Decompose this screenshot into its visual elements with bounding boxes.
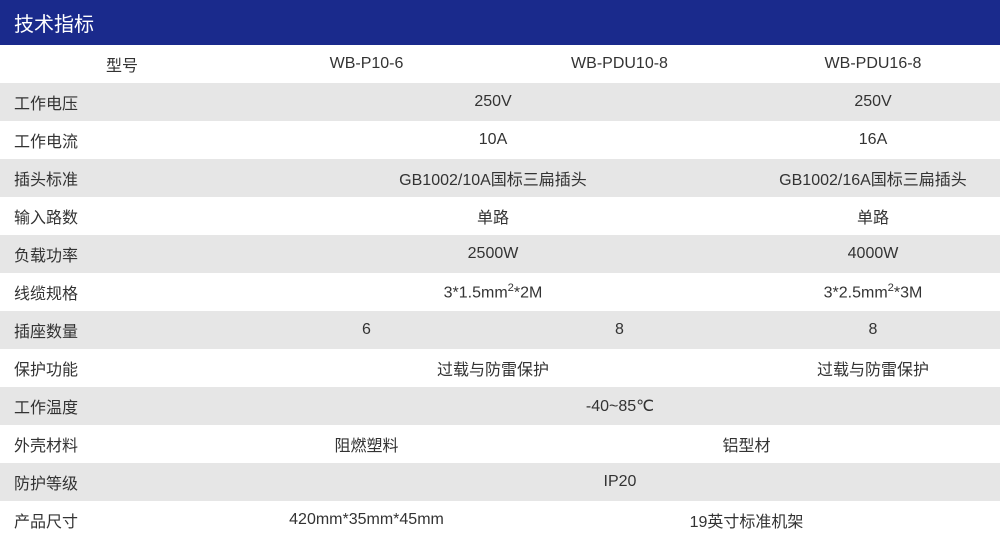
table-row: 负载功率2500W4000W [0,235,1000,273]
model-row: 型号WB-P10-6WB-PDU10-8WB-PDU16-8 [0,45,1000,83]
table-row: 线缆规格3*1.5mm2*2M3*2.5mm2*3M [0,273,1000,311]
cell: 10A [240,121,746,159]
cell: 过载与防雷保护 [746,349,1000,387]
cell: -40~85℃ [240,387,1000,425]
cell: IP20 [240,463,1000,501]
cell: 250V [240,83,746,121]
cell: 8 [746,311,1000,349]
row-label: 工作电压 [0,83,240,121]
row-label: 工作电流 [0,121,240,159]
cell: 3*2.5mm2*3M [746,273,1000,311]
model-name: WB-P10-6 [240,45,493,83]
table-row: 插头标准GB1002/10A国标三扁插头GB1002/16A国标三扁插头 [0,159,1000,197]
cell: 2500W [240,235,746,273]
row-label: 外壳材料 [0,425,240,463]
header-row: 技术指标 [0,0,1000,45]
cell: 16A [746,121,1000,159]
table-row: 工作电流10A16A [0,121,1000,159]
cell: GB1002/16A国标三扁插头 [746,159,1000,197]
table-row: 输入路数单路单路 [0,197,1000,235]
cell: 单路 [746,197,1000,235]
model-label: 型号 [0,45,240,83]
cell: 6 [240,311,493,349]
table-row: 防护等级IP20 [0,463,1000,501]
spec-table: 技术指标型号WB-P10-6WB-PDU10-8WB-PDU16-8工作电压25… [0,0,1000,539]
row-label: 输入路数 [0,197,240,235]
row-label: 产品尺寸 [0,501,240,539]
row-label: 防护等级 [0,463,240,501]
cell: 铝型材 [493,425,1000,463]
row-label: 线缆规格 [0,273,240,311]
table-row: 外壳材料阻燃塑料铝型材 [0,425,1000,463]
table-row: 保护功能过载与防雷保护过载与防雷保护 [0,349,1000,387]
row-label: 插座数量 [0,311,240,349]
cell: 3*1.5mm2*2M [240,273,746,311]
model-name: WB-PDU16-8 [746,45,1000,83]
cell: 19英寸标准机架 [493,501,1000,539]
table-body: 技术指标型号WB-P10-6WB-PDU10-8WB-PDU16-8工作电压25… [0,0,1000,539]
cell: 阻燃塑料 [240,425,493,463]
row-label: 负载功率 [0,235,240,273]
cell: 8 [493,311,746,349]
table-row: 产品尺寸420mm*35mm*45mm19英寸标准机架 [0,501,1000,539]
cell: 250V [746,83,1000,121]
model-name: WB-PDU10-8 [493,45,746,83]
row-label: 插头标准 [0,159,240,197]
cell: 420mm*35mm*45mm [240,501,493,539]
row-label: 保护功能 [0,349,240,387]
table-row: 工作电压250V250V [0,83,1000,121]
row-label: 工作温度 [0,387,240,425]
table-title: 技术指标 [0,0,1000,45]
cell: 单路 [240,197,746,235]
table-row: 插座数量688 [0,311,1000,349]
cell: 4000W [746,235,1000,273]
cell: 过载与防雷保护 [240,349,746,387]
table-row: 工作温度-40~85℃ [0,387,1000,425]
cell: GB1002/10A国标三扁插头 [240,159,746,197]
